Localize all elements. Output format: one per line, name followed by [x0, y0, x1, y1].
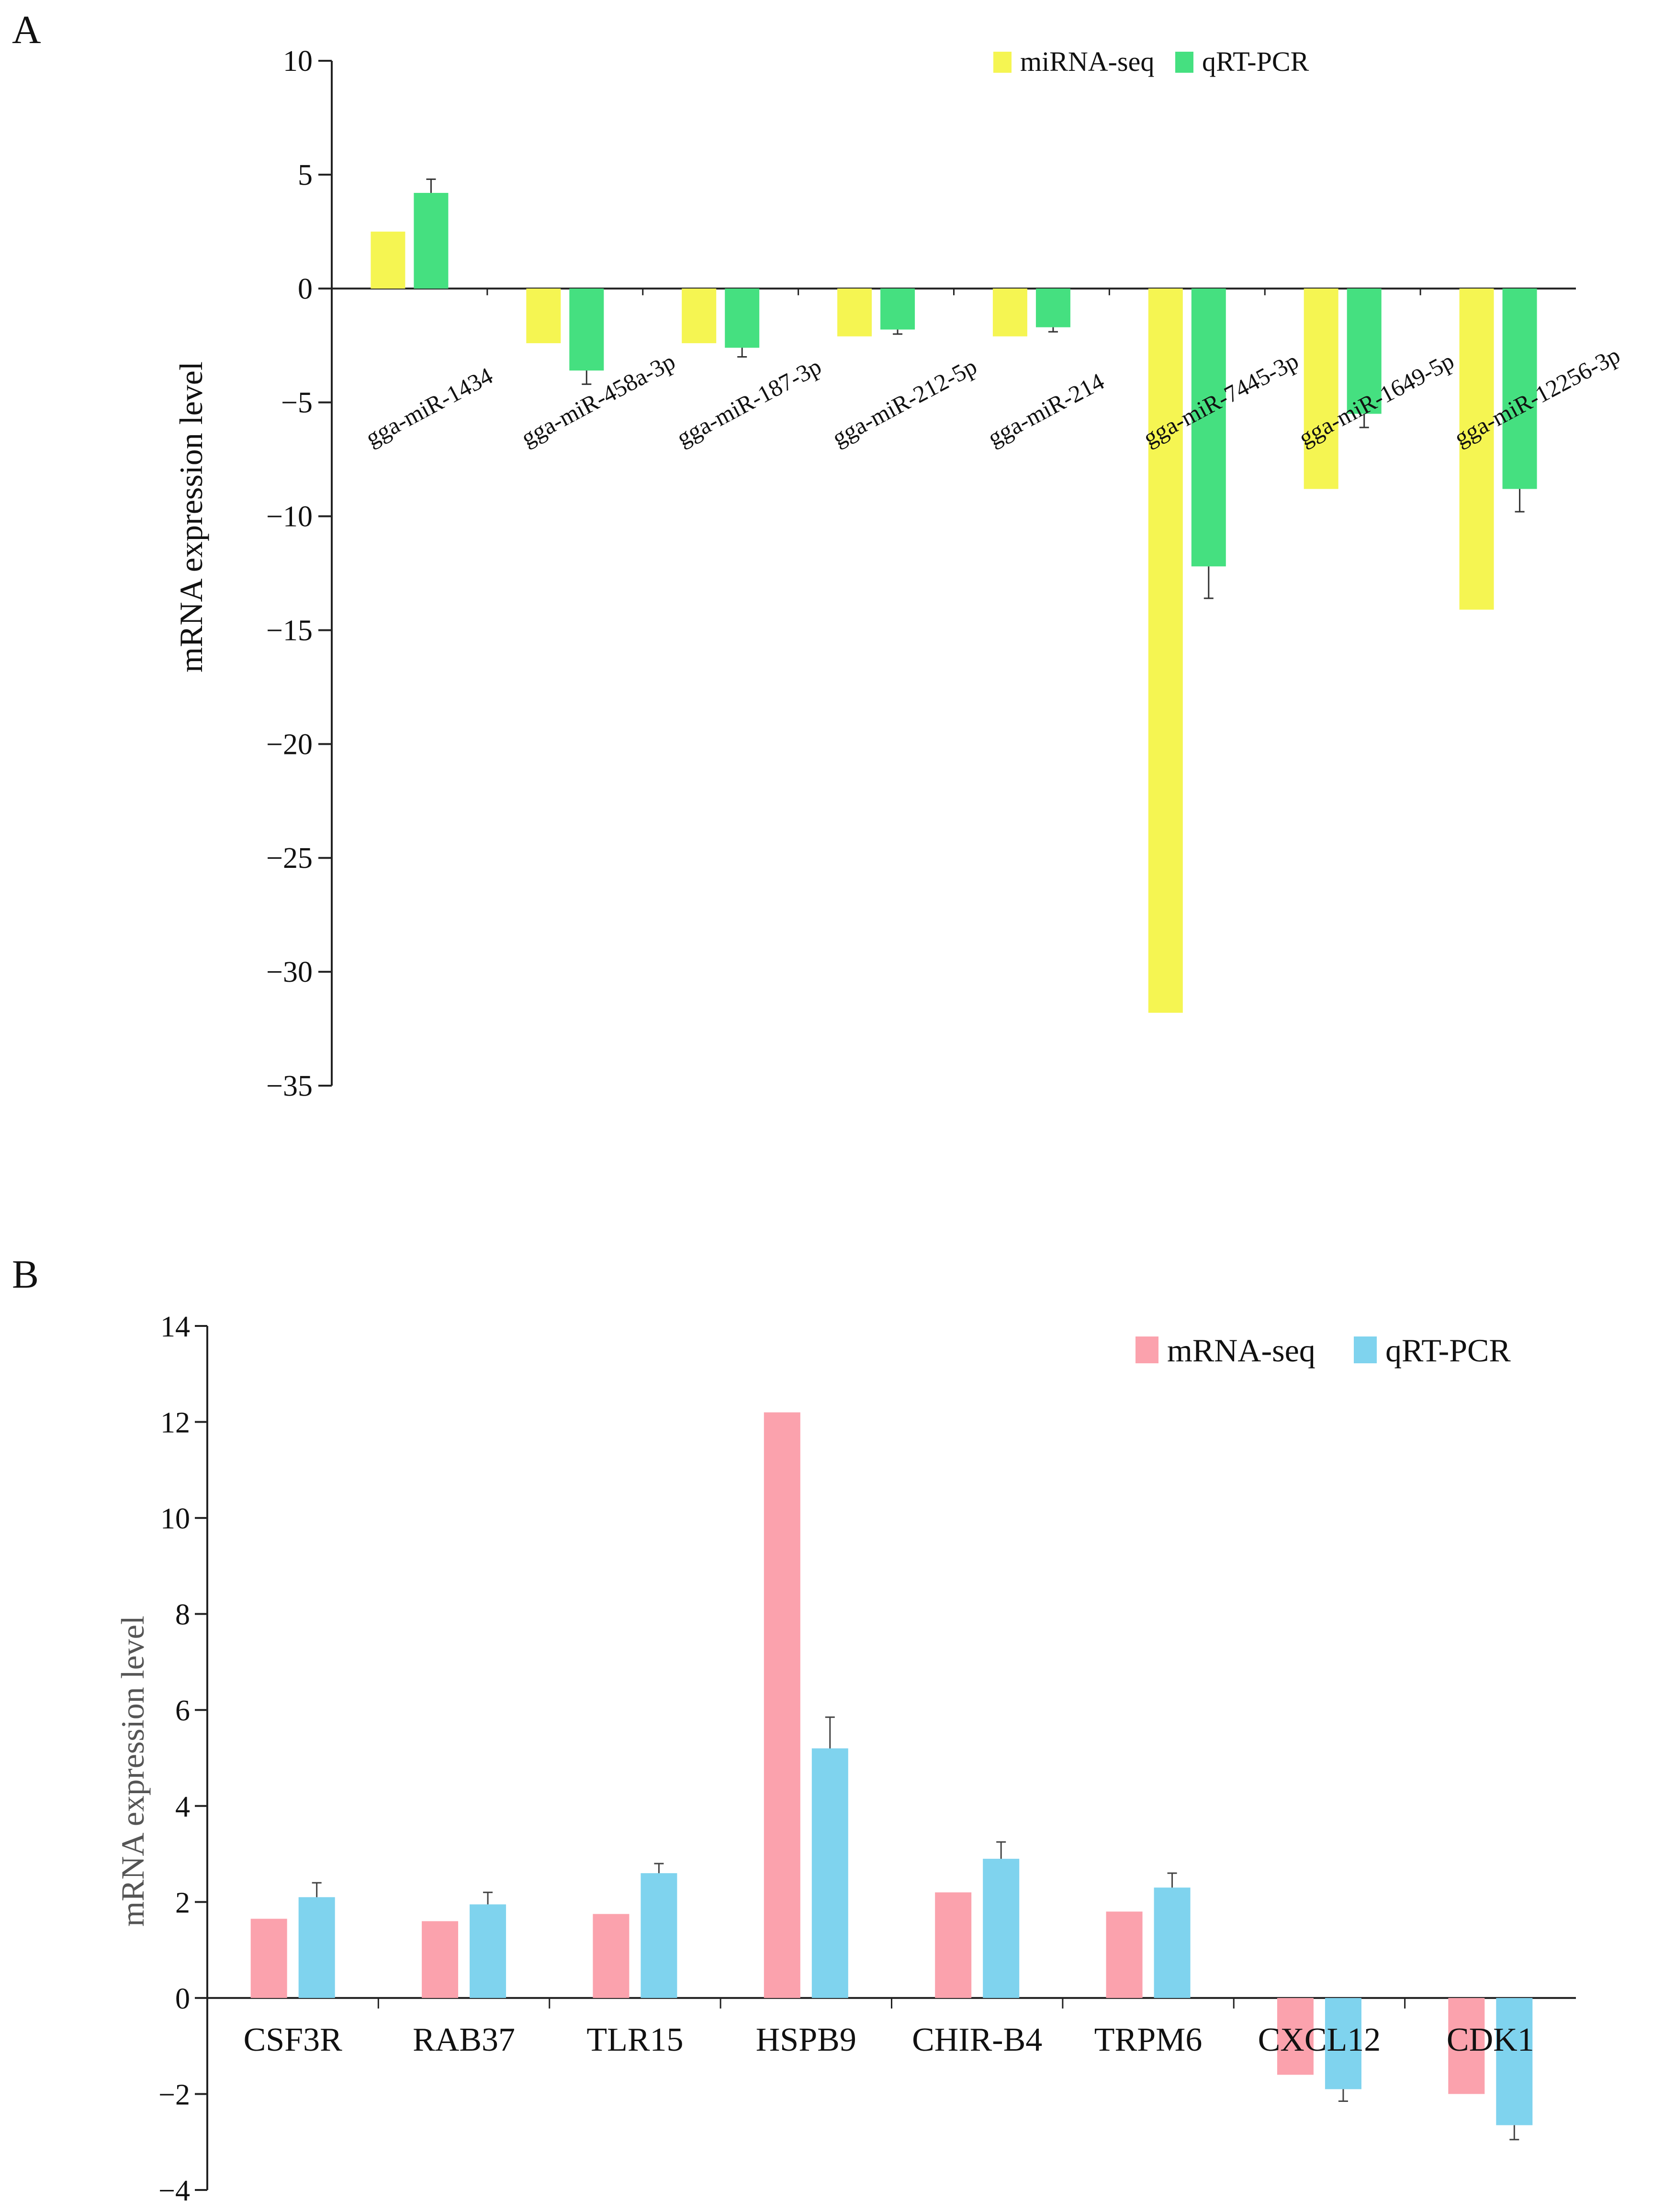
bar: [569, 288, 604, 371]
bar: [811, 1748, 848, 1998]
y-axis-title: mRNA expression level: [114, 1616, 151, 1927]
y-tick-label: −30: [266, 956, 313, 988]
bar: [1304, 288, 1338, 489]
legend-label: miRNA-seq: [1020, 46, 1154, 77]
bar: [1325, 1998, 1361, 2089]
x-category-label: TLR15: [586, 2021, 683, 2058]
y-tick-label: 4: [175, 1791, 190, 1823]
y-tick-label: −25: [266, 842, 313, 875]
bar: [593, 1914, 630, 1998]
bar: [414, 192, 449, 289]
x-category-label: gga-miR-214: [983, 368, 1109, 451]
bar: [1502, 288, 1537, 489]
bar: [526, 288, 561, 343]
x-category-label: RAB37: [413, 2021, 515, 2058]
y-tick-label: 6: [175, 1695, 190, 1727]
legend-swatch: [993, 52, 1012, 73]
legend-label: qRT-PCR: [1385, 1332, 1511, 1369]
x-category-label: gga-miR-212-5p: [828, 353, 981, 451]
bar: [470, 1904, 506, 1998]
x-category-label: CSF3R: [244, 2021, 343, 2058]
bar: [1496, 1998, 1533, 2125]
bar: [682, 288, 717, 343]
panel-b-chart: B 14 12 10 8 6 4 2 0 −2 −4 mRNA expression level CS…: [12, 1252, 1576, 2207]
y-tick-label: −20: [266, 728, 313, 761]
bar: [880, 288, 915, 330]
bar: [1106, 1911, 1143, 1998]
panel-b-label: B: [12, 1252, 39, 1297]
bar: [1277, 1998, 1314, 2075]
bar: [1191, 288, 1226, 567]
y-tick-label: −2: [158, 2078, 190, 2111]
y-tick-label: 12: [160, 1407, 190, 1439]
bar: [1448, 1998, 1485, 2094]
y-tick-label: −15: [266, 614, 313, 647]
bar: [764, 1412, 800, 1998]
bar: [725, 288, 760, 348]
y-tick-label: −4: [158, 2175, 190, 2207]
bar: [1459, 288, 1494, 610]
legend-swatch: [1354, 1336, 1377, 1363]
y-tick-label: 5: [298, 159, 313, 191]
bar: [1347, 288, 1382, 414]
y-tick-label: 0: [175, 1983, 190, 2015]
y-tick-label: 2: [175, 1886, 190, 1919]
x-category-label: gga-miR-187-3p: [672, 353, 826, 451]
legend-swatch: [1136, 1336, 1158, 1363]
x-category-label: CHIR-B4: [912, 2021, 1042, 2058]
y-tick-label: −10: [266, 501, 313, 533]
y-tick-label: 10: [160, 1503, 190, 1535]
bar: [1154, 1887, 1191, 1998]
y-axis-title: mRNA expression level: [173, 361, 209, 673]
bar: [992, 288, 1027, 337]
x-category-label: CXCL12: [1258, 2021, 1381, 2058]
x-category-label: TRPM6: [1094, 2021, 1203, 2058]
panel-a-chart: A 10 5 0 −5 −10 −15 −20 −25 −30 −35 mRNA expressio…: [12, 8, 1624, 1102]
bar: [641, 1873, 677, 1998]
bar: [250, 1919, 287, 1998]
bar: [935, 1892, 972, 1998]
bar: [422, 1921, 459, 1998]
bar: [298, 1897, 335, 1998]
legend-label: mRNA-seq: [1167, 1332, 1315, 1369]
y-tick-label: 0: [298, 273, 313, 305]
legend-swatch: [1175, 52, 1193, 73]
y-tick-label: −35: [266, 1070, 313, 1102]
x-category-label: HSPB9: [756, 2021, 856, 2058]
y-tick-label: 8: [175, 1599, 190, 1631]
x-category-label: gga-miR-1434: [361, 362, 497, 451]
panel-a-label: A: [12, 8, 41, 52]
y-tick-label: 14: [160, 1311, 190, 1343]
y-tick-label: −5: [281, 387, 313, 419]
legend-label: qRT-PCR: [1202, 46, 1309, 77]
bar: [371, 231, 405, 289]
bar: [1148, 288, 1183, 1013]
x-category-label: CDK1: [1447, 2021, 1534, 2058]
bar: [1035, 288, 1070, 327]
bar: [837, 288, 872, 337]
bar: [983, 1859, 1020, 1998]
y-tick-label: 10: [283, 45, 313, 78]
